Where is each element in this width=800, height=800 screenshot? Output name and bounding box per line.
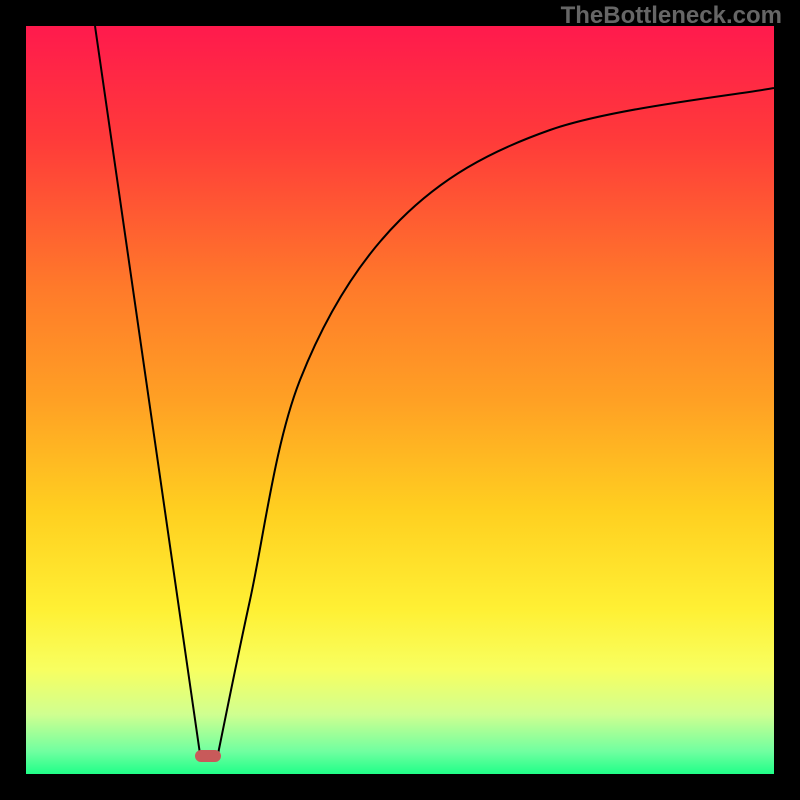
plot-area bbox=[26, 26, 774, 774]
chart-container: TheBottleneck.com bbox=[0, 0, 800, 800]
optimal-marker bbox=[195, 750, 221, 762]
bottleneck-chart bbox=[0, 0, 800, 800]
watermark-text: TheBottleneck.com bbox=[561, 2, 782, 30]
